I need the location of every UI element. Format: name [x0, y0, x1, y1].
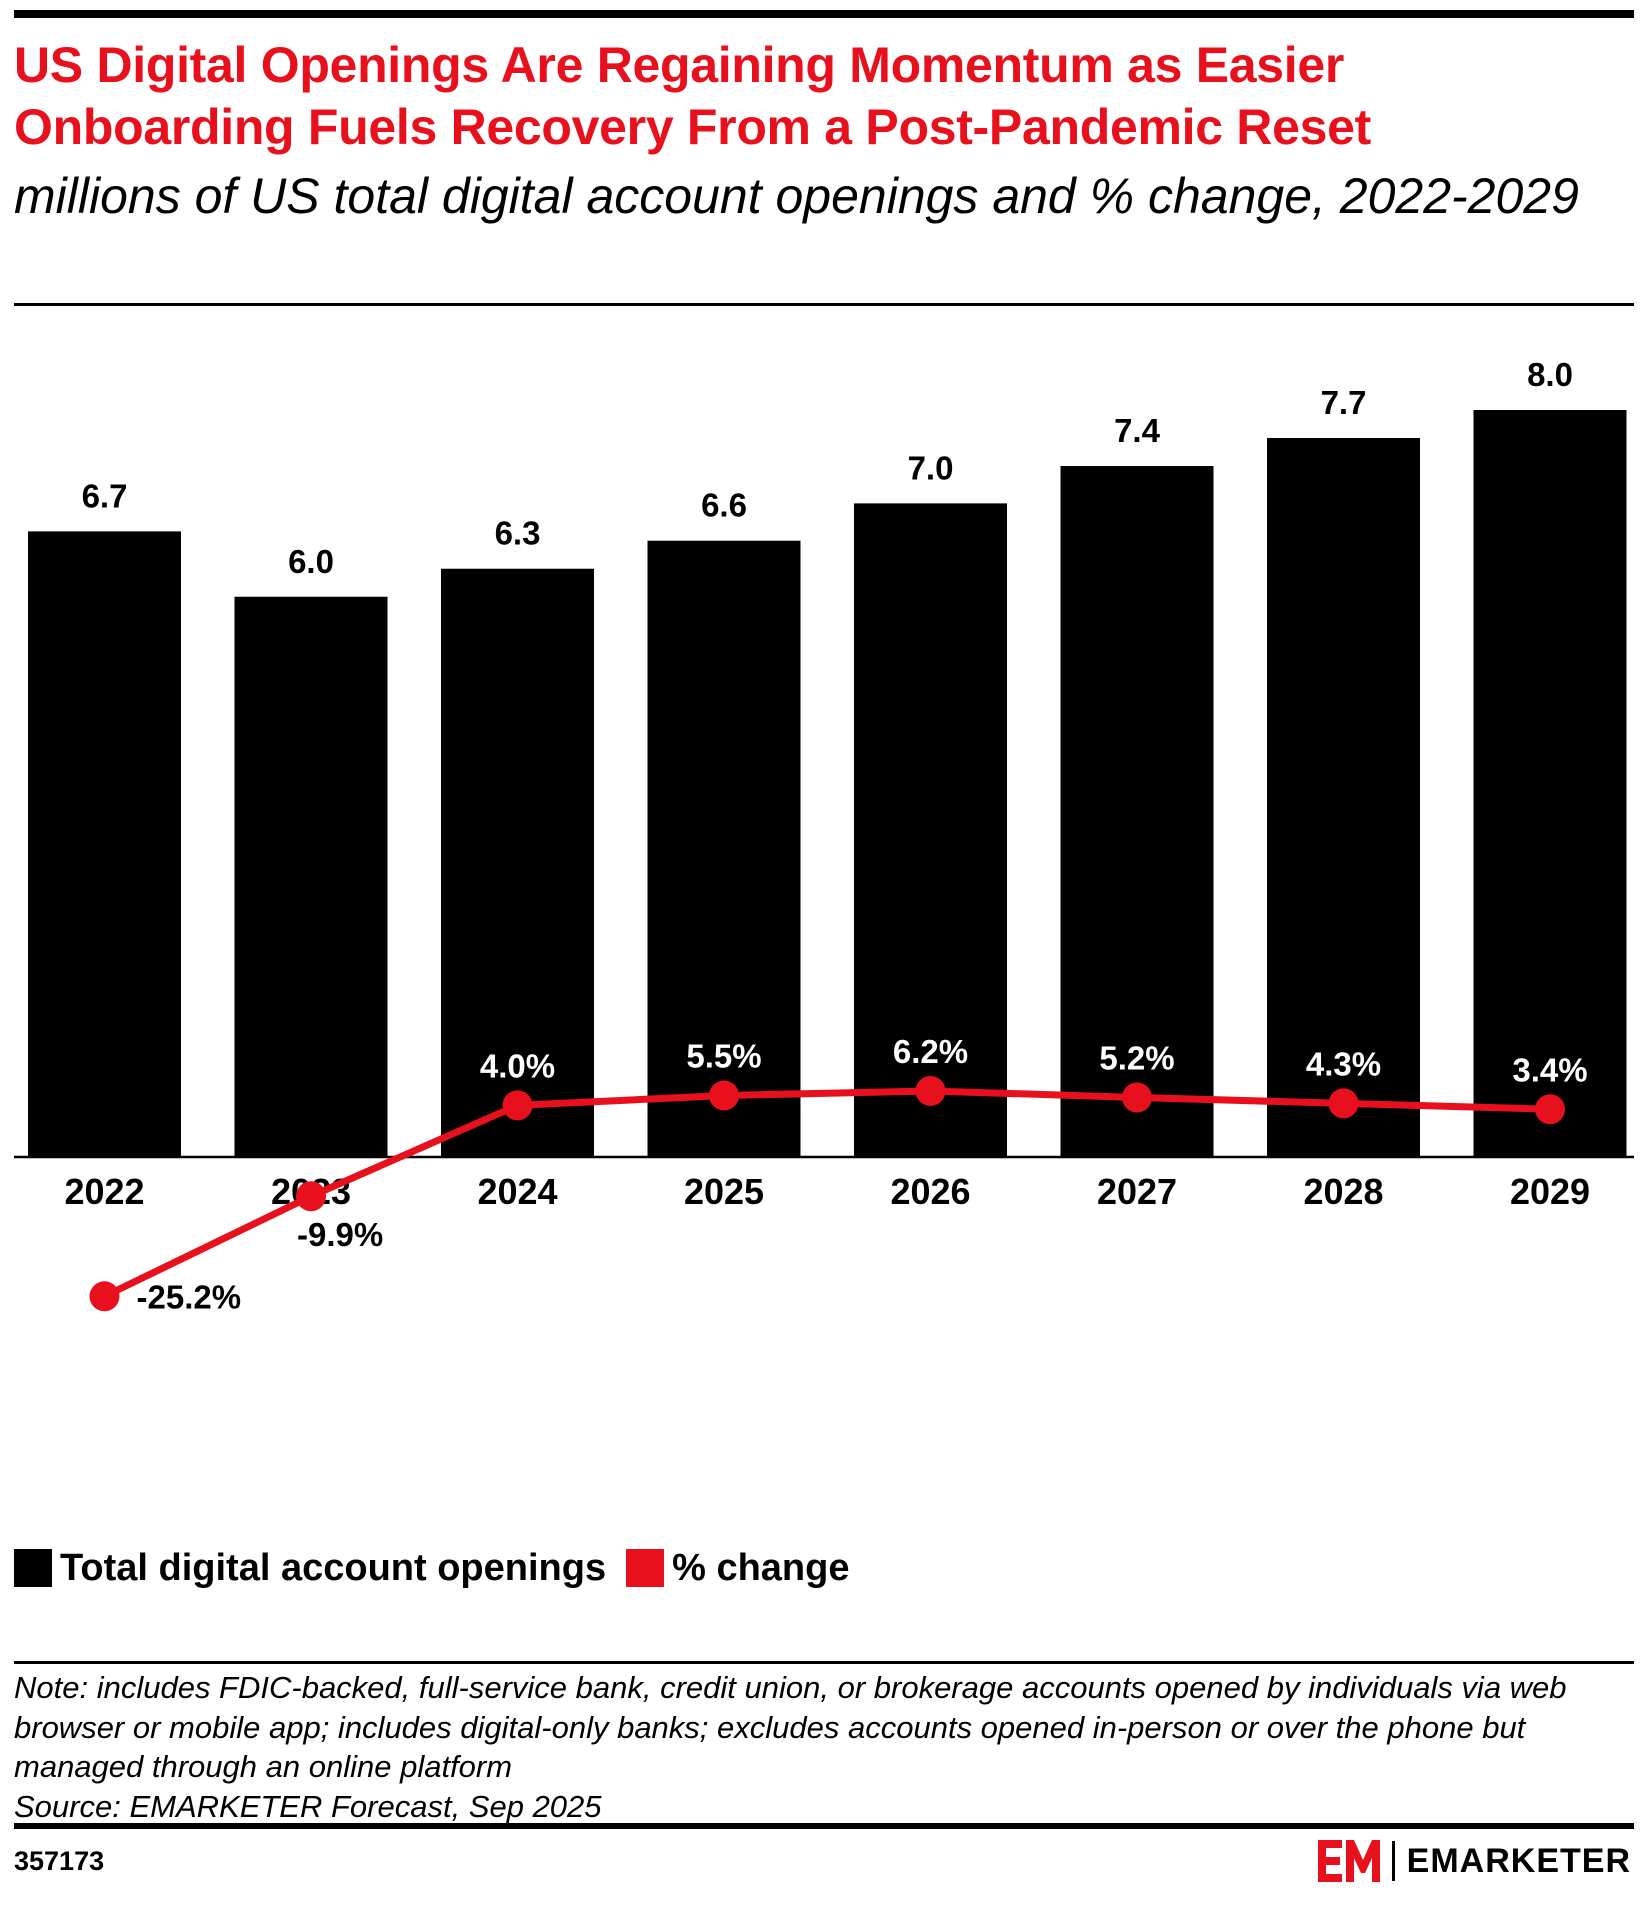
pct-change-point	[502, 1090, 533, 1121]
x-tick-label: 2024	[477, 1171, 557, 1212]
legend-label-line: % change	[672, 1546, 850, 1589]
brand: EMARKETER	[1317, 1836, 1631, 1886]
pct-change-label: 3.4%	[1512, 1051, 1587, 1088]
brand-separator	[1391, 1841, 1395, 1881]
bar-value-label: 7.4	[1114, 412, 1161, 449]
source-text: Source: EMARKETER Forecast, Sep 2025	[14, 1788, 602, 1824]
bar-2027	[1060, 466, 1214, 1157]
pct-change-label: 4.0%	[480, 1047, 555, 1084]
bar-2028	[1267, 438, 1420, 1157]
pct-change-point	[1328, 1088, 1359, 1119]
em-logo-icon	[1317, 1840, 1380, 1882]
pct-change-point	[1122, 1082, 1152, 1113]
top-rule	[14, 10, 1634, 18]
x-tick-label: 2025	[684, 1171, 764, 1212]
chart-area: 6.76.06.36.67.07.47.78.0 202220232024202…	[14, 356, 1634, 1315]
x-tick-label: 2026	[890, 1171, 970, 1212]
bar-value-label: 6.3	[495, 515, 541, 552]
chart-subtitle: millions of US total digital account ope…	[14, 168, 1579, 224]
pct-change-label: 4.3%	[1306, 1045, 1381, 1082]
bar-2023	[234, 596, 388, 1157]
brand-name: EMARKETER	[1406, 1841, 1631, 1880]
pct-change-line	[102, 1087, 1551, 1300]
bar-value-label: 6.6	[701, 487, 747, 524]
bar-2025	[647, 540, 801, 1157]
bar-value-label: 6.0	[288, 543, 334, 580]
note-text: Note: includes FDIC-backed, full-service…	[14, 1670, 1567, 1784]
pct-change-label: -25.2%	[137, 1278, 242, 1315]
note-block: Note: includes FDIC-backed, full-service…	[14, 1668, 1639, 1826]
pct-change-point	[89, 1281, 120, 1312]
legend-swatch-line	[626, 1549, 665, 1587]
pct-change-label: 6.2%	[893, 1033, 968, 1070]
x-tick-label: 2027	[1097, 1171, 1177, 1212]
x-tick-label: 2022	[64, 1171, 144, 1212]
pct-change-label: 5.2%	[1099, 1039, 1174, 1076]
note-rule	[14, 1661, 1634, 1664]
pct-change-point	[709, 1080, 739, 1111]
bar-2022	[28, 531, 181, 1157]
legend-item-line: % change	[626, 1547, 849, 1590]
bar-2029	[1473, 410, 1627, 1157]
bar-value-label: 8.0	[1527, 356, 1573, 393]
pct-change-point	[915, 1075, 946, 1106]
legend-label-bars: Total digital account openings	[60, 1546, 607, 1589]
x-tick-label: 2029	[1510, 1171, 1590, 1212]
header-rule	[14, 303, 1634, 306]
bar-value-label: 7.7	[1321, 384, 1367, 421]
legend: Total digital account openings % change	[14, 1545, 869, 1591]
pct-change-point	[1535, 1094, 1565, 1125]
legend-swatch-bars	[14, 1549, 52, 1587]
pct-change-label: 5.5%	[686, 1038, 761, 1075]
x-tick-label: 2028	[1303, 1171, 1383, 1212]
bottom-rule	[14, 1823, 1634, 1829]
chart-id: 357173	[14, 1846, 105, 1876]
bar-2026	[854, 503, 1007, 1157]
bar-value-label: 7.0	[908, 449, 954, 486]
bar-value-label: 6.7	[82, 477, 128, 514]
chart-title: US Digital Openings Are Regaining Moment…	[14, 37, 1371, 155]
legend-item-bars: Total digital account openings	[14, 1547, 606, 1590]
pct-change-point	[296, 1181, 326, 1212]
pct-change-label: -9.9%	[297, 1216, 383, 1253]
bar-2024	[441, 568, 594, 1157]
